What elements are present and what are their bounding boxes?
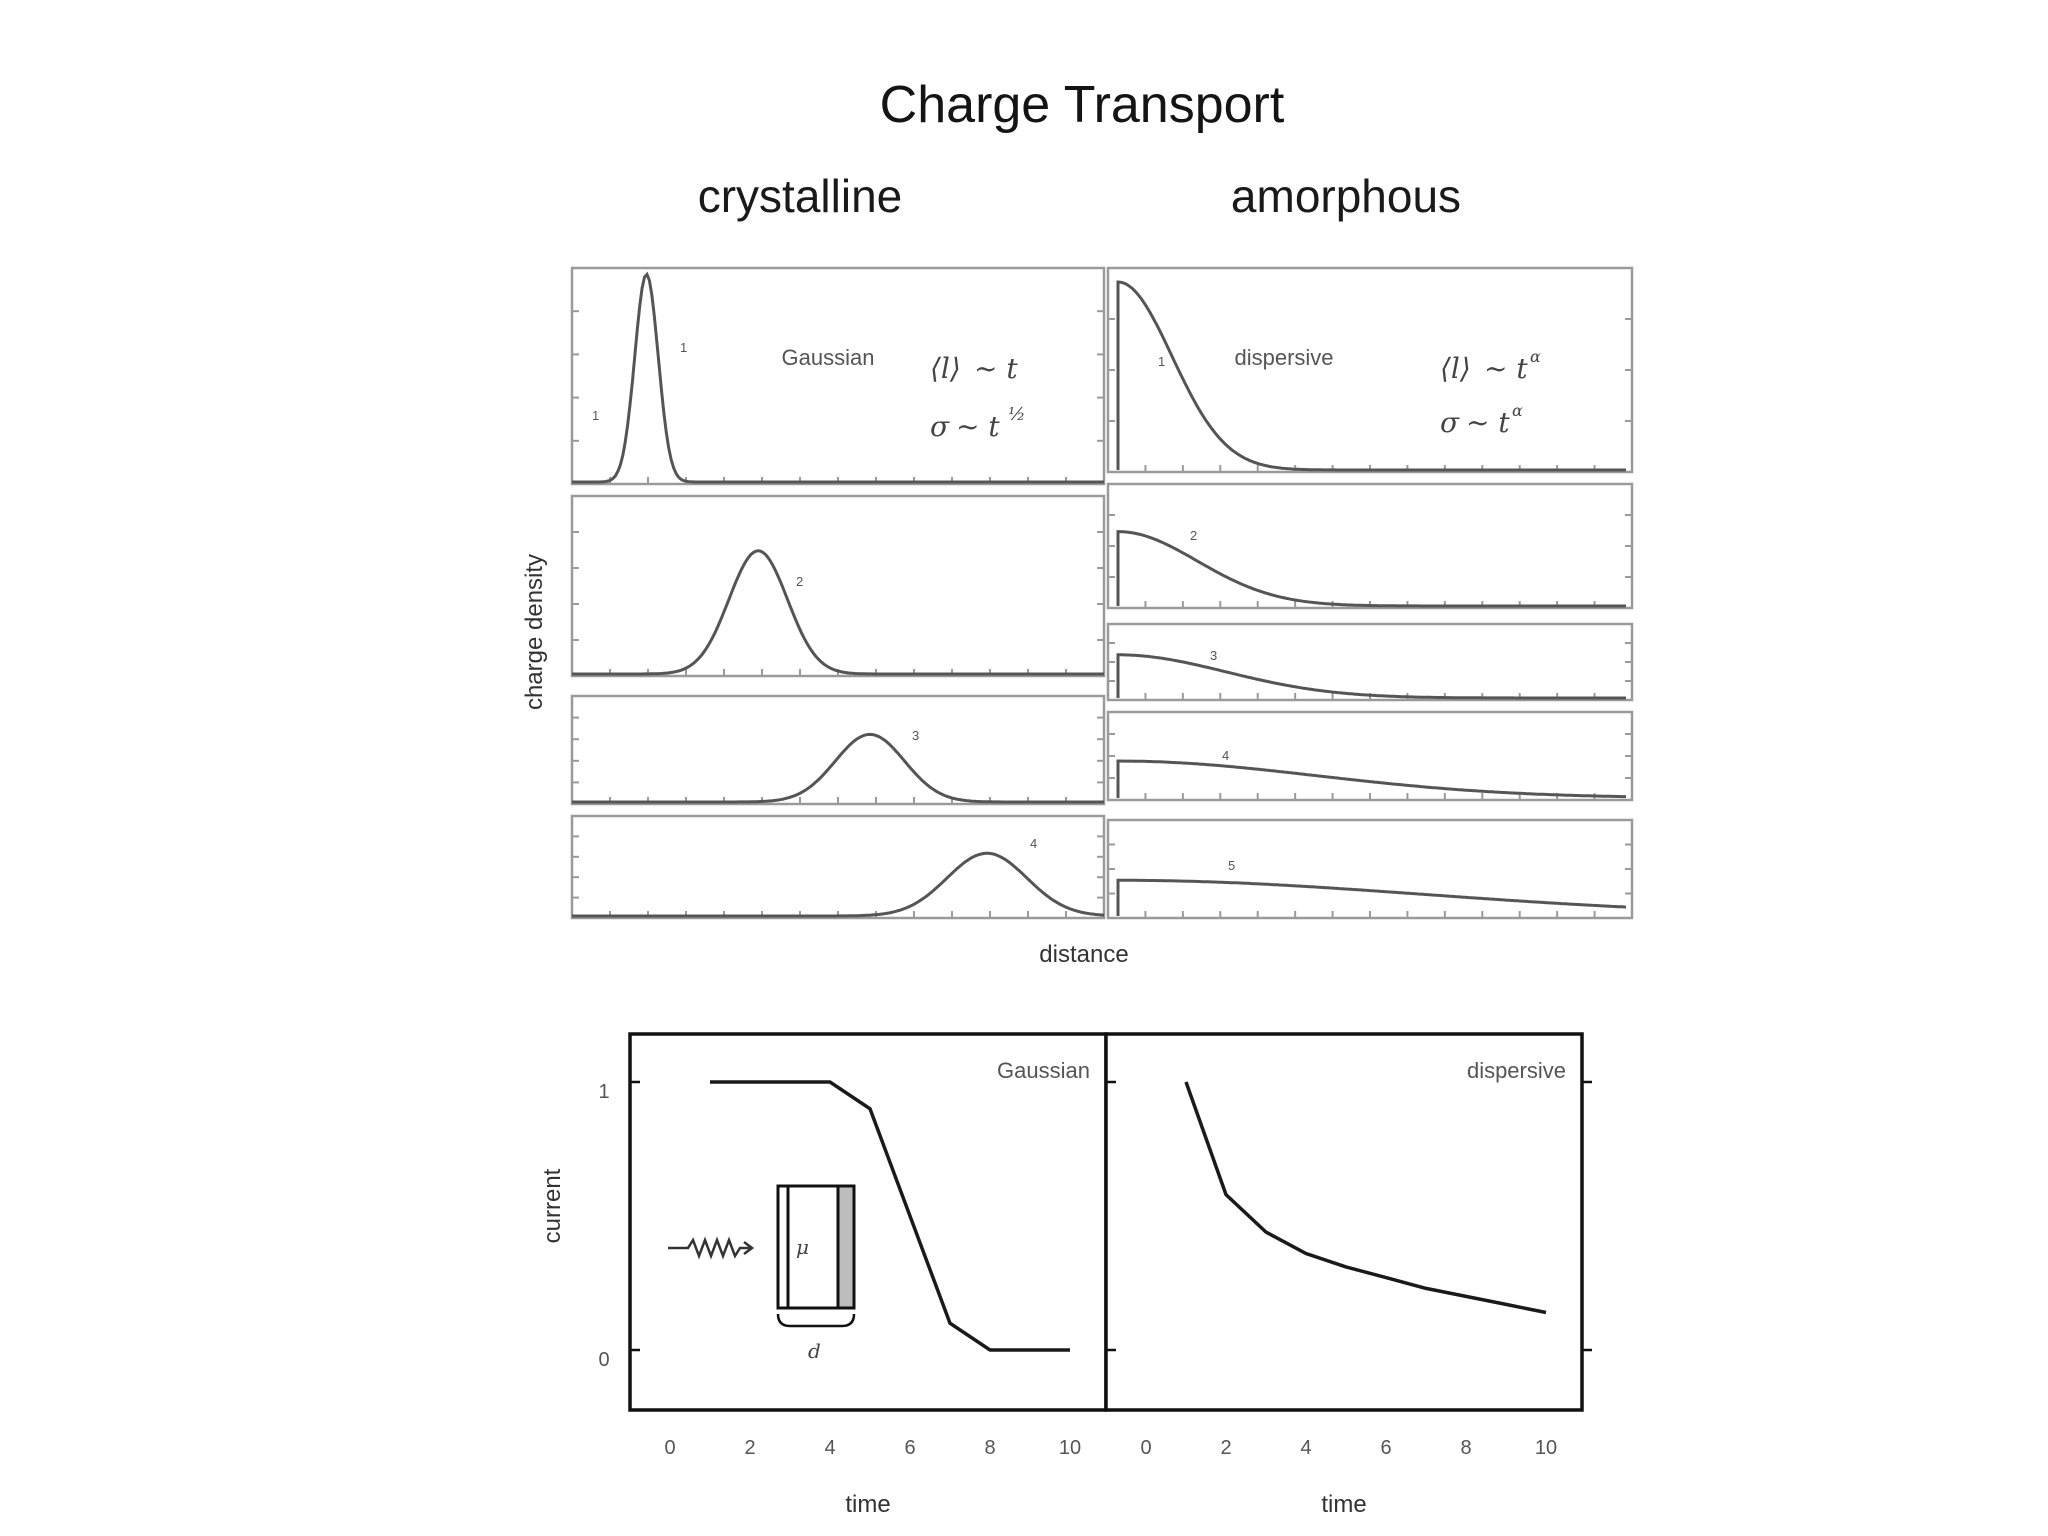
xtick-label-right-10: 10 xyxy=(1535,1437,1557,1459)
packet-time-label-3: 3 xyxy=(912,728,919,743)
sample-thickness-bracket xyxy=(776,1313,856,1328)
ytick-label-0: 0 xyxy=(598,1349,609,1371)
crystalline-panels: 1 2 3 4 1 xyxy=(570,266,1106,920)
back-electrode xyxy=(836,1184,856,1310)
crystalline-panel-2 xyxy=(570,494,1106,678)
distance-label: distance xyxy=(1039,941,1128,968)
time-label-left: time xyxy=(845,1491,890,1518)
sigma-exponent-left: ½ xyxy=(1008,404,1025,425)
sigma-relation-right: ~ t xyxy=(1466,406,1510,439)
xtick-label-right-8: 8 xyxy=(1460,1437,1471,1459)
dispersive-packet-curve-2 xyxy=(1116,530,1626,608)
xtick-label-right-2: 2 xyxy=(1220,1437,1231,1459)
dispersive-packet-curve-1 xyxy=(1116,280,1626,472)
dispersive-packet-curve-4 xyxy=(1116,759,1626,799)
crystalline-panel-annotations: Gaussian ⟨l⟩ ~ t σ ~ t ½ xyxy=(782,345,1026,443)
amorphous-panel-1 xyxy=(1106,266,1634,474)
gaussian-label-current: Gaussian xyxy=(997,1058,1090,1083)
gaussian-packet-curve-3 xyxy=(572,732,1104,804)
sigma-symbol-right: σ xyxy=(1440,406,1460,439)
mean-distance-exponent-right: α xyxy=(1530,347,1541,366)
sample-inset: μ d xyxy=(668,1184,856,1363)
packet-time-label-2: 2 xyxy=(1190,528,1197,543)
light-pulse-arrow-icon xyxy=(668,1236,755,1260)
gaussian-label-top: Gaussian xyxy=(782,345,875,370)
sigma-relation-left: ~ t xyxy=(956,410,1000,443)
column-heading-amorphous: amorphous xyxy=(1231,170,1461,222)
mean-distance-symbol-left: ⟨l⟩ xyxy=(930,352,961,385)
amorphous-panel-4 xyxy=(1106,710,1634,802)
sigma-symbol-left: σ xyxy=(930,410,950,443)
gaussian-packet-curve-4 xyxy=(572,851,1105,918)
xtick-label-right-4: 4 xyxy=(1300,1437,1311,1459)
xtick-label-left-4: 4 xyxy=(824,1437,835,1459)
packet-time-label-5: 5 xyxy=(1228,858,1235,873)
xtick-label-right-0: 0 xyxy=(1140,1437,1151,1459)
mean-distance-relation-left: ~ t xyxy=(974,352,1018,385)
current-label: current xyxy=(539,1168,566,1243)
mean-distance-symbol-right: ⟨l⟩ xyxy=(1440,352,1471,385)
amorphous-panel-annotations: dispersive ⟨l⟩ ~ t α σ ~ t α xyxy=(1234,345,1541,439)
xtick-label-left-2: 2 xyxy=(744,1437,755,1459)
figure-title: Charge Transport xyxy=(880,76,1285,134)
gaussian-packet-curve-1 xyxy=(572,271,1104,484)
side-mark: 1 xyxy=(592,408,599,423)
xtick-label-left-0: 0 xyxy=(664,1437,675,1459)
xtick-label-left-6: 6 xyxy=(904,1437,915,1459)
time-label-right: time xyxy=(1321,1491,1366,1518)
crystalline-panel-3 xyxy=(570,694,1106,806)
amorphous-panel-3 xyxy=(1106,622,1634,702)
thickness-symbol: d xyxy=(808,1339,821,1363)
current-axis-ticks xyxy=(630,1080,1592,1352)
packet-time-label-4: 4 xyxy=(1222,748,1229,763)
gaussian-packet-curve-2 xyxy=(572,549,1104,676)
dispersive-packet-curve-5 xyxy=(1116,878,1627,916)
dispersive-label-top: dispersive xyxy=(1234,345,1333,370)
packet-time-label-1: 1 xyxy=(1158,354,1165,369)
packet-time-label-3: 3 xyxy=(1210,648,1217,663)
current-curve-dispersive xyxy=(1184,1081,1547,1315)
mean-distance-relation-right: ~ t xyxy=(1484,352,1528,385)
crystalline-panel-4 xyxy=(570,814,1106,920)
charge-density-label: charge density xyxy=(521,554,548,710)
ytick-label-1: 1 xyxy=(598,1081,609,1103)
mobility-symbol: μ xyxy=(796,1235,809,1259)
column-heading-crystalline: crystalline xyxy=(698,170,903,222)
xtick-label-left-8: 8 xyxy=(984,1437,995,1459)
dispersive-packet-curve-3 xyxy=(1116,653,1626,700)
amorphous-panel-2 xyxy=(1106,482,1634,610)
sigma-exponent-right: α xyxy=(1512,401,1523,420)
xtick-label-left-10: 10 xyxy=(1059,1437,1081,1459)
current-curve-gaussian xyxy=(710,1080,1070,1352)
xtick-label-right-6: 6 xyxy=(1380,1437,1391,1459)
packet-time-label-4: 4 xyxy=(1030,836,1037,851)
packet-time-label-1: 1 xyxy=(680,340,687,355)
current-panel-dispersive xyxy=(1104,1032,1584,1412)
packet-time-label-2: 2 xyxy=(796,574,803,589)
dispersive-label-current: dispersive xyxy=(1467,1058,1566,1083)
current-panel-gaussian xyxy=(628,1032,1108,1412)
amorphous-panels: 1 2 3 4 5 xyxy=(1106,266,1634,920)
